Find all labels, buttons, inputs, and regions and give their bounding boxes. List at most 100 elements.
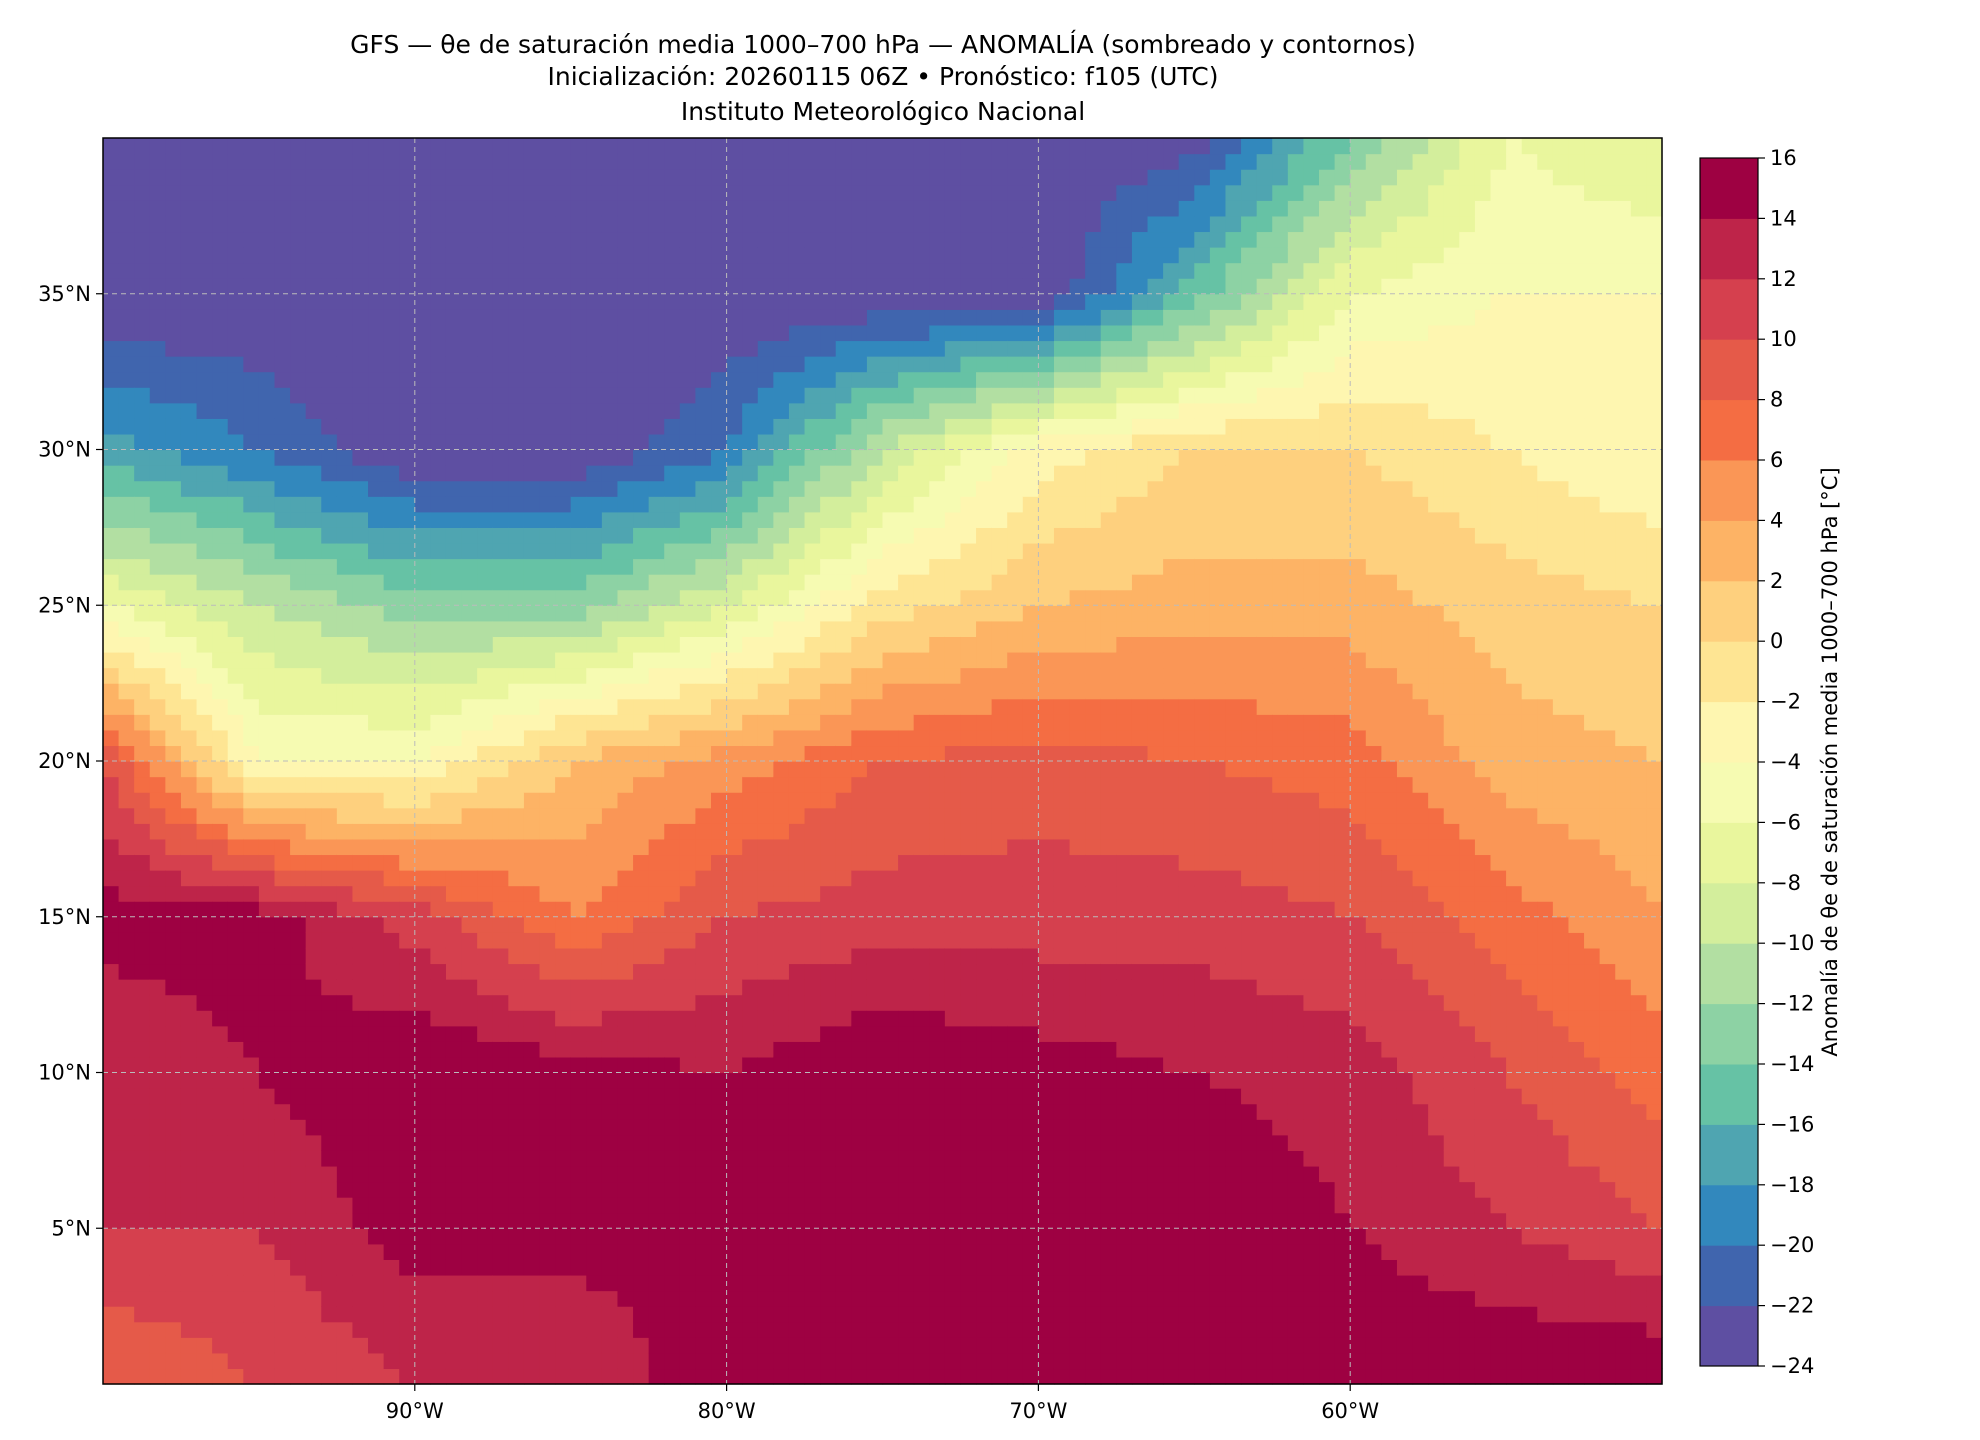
heatmap-cell xyxy=(180,605,198,622)
heatmap-cell xyxy=(227,1197,244,1214)
heatmap-cell xyxy=(196,683,213,700)
heatmap-cell xyxy=(882,776,899,793)
heatmap-cell xyxy=(820,620,837,637)
heatmap-cell xyxy=(414,1352,431,1370)
heatmap-cell xyxy=(149,1228,166,1245)
heatmap-cell xyxy=(866,807,884,824)
heatmap-cell xyxy=(1053,651,1071,669)
heatmap-cell xyxy=(929,698,946,715)
heatmap-cell xyxy=(851,729,868,747)
heatmap-cell xyxy=(1053,1041,1071,1058)
heatmap-cell xyxy=(180,761,198,778)
heatmap-cell xyxy=(898,947,915,965)
heatmap-cell xyxy=(648,761,665,778)
heatmap-cell xyxy=(804,932,821,949)
heatmap-cell xyxy=(508,1274,525,1292)
heatmap-cell xyxy=(414,1290,431,1307)
heatmap-cell xyxy=(1053,1321,1071,1338)
heatmap-cell xyxy=(290,153,307,170)
heatmap-cell xyxy=(227,1243,244,1260)
heatmap-cell xyxy=(991,1228,1008,1245)
heatmap-cell xyxy=(212,465,229,482)
heatmap-cell xyxy=(399,745,416,762)
heatmap-cell xyxy=(352,916,369,933)
heatmap-cell xyxy=(804,278,821,295)
heatmap-cell xyxy=(321,387,338,404)
heatmap-cell xyxy=(1007,153,1024,170)
heatmap-cell xyxy=(757,947,774,965)
heatmap-cell xyxy=(461,496,478,513)
heatmap-cell xyxy=(773,1290,790,1307)
heatmap-cell xyxy=(601,1352,619,1370)
heatmap-cell xyxy=(991,574,1008,591)
heatmap-cell xyxy=(492,1274,509,1292)
heatmap-cell xyxy=(555,169,572,186)
heatmap-cell xyxy=(851,1181,868,1198)
heatmap-cell xyxy=(1069,916,1086,933)
heatmap-cell xyxy=(804,402,821,419)
heatmap-cell xyxy=(679,449,697,466)
heatmap-cell xyxy=(305,916,322,933)
heatmap-cell xyxy=(898,885,915,902)
heatmap-cell xyxy=(336,1025,354,1042)
heatmap-cell xyxy=(368,807,385,824)
heatmap-cell xyxy=(742,371,759,388)
heatmap-cell xyxy=(461,963,478,980)
heatmap-cell xyxy=(679,511,697,528)
heatmap-cell xyxy=(492,1212,509,1229)
heatmap-cell xyxy=(321,1197,338,1214)
heatmap-cell xyxy=(492,1041,509,1058)
heatmap-cell xyxy=(976,371,993,388)
heatmap-cell xyxy=(835,698,852,715)
heatmap-cell xyxy=(555,683,572,700)
heatmap-cell xyxy=(445,823,463,840)
heatmap-cell xyxy=(679,1181,697,1198)
heatmap-cell xyxy=(118,387,135,404)
heatmap-cell xyxy=(1053,636,1071,653)
heatmap-cell xyxy=(820,1088,837,1105)
heatmap-cell xyxy=(788,480,806,497)
heatmap-cell xyxy=(757,200,774,217)
heatmap-cell xyxy=(227,745,244,762)
heatmap-cell xyxy=(820,465,837,482)
heatmap-cell xyxy=(773,340,790,357)
heatmap-cell xyxy=(539,885,556,902)
heatmap-cell xyxy=(586,371,603,388)
heatmap-cell xyxy=(898,1119,915,1136)
heatmap-cell xyxy=(305,278,322,295)
heatmap-cell xyxy=(383,1119,400,1136)
heatmap-cell xyxy=(290,1072,307,1089)
heatmap-cell xyxy=(414,278,431,295)
heatmap-cell xyxy=(929,1134,946,1151)
heatmap-cell xyxy=(492,1103,509,1120)
heatmap-cell xyxy=(243,1197,260,1214)
heatmap-cell xyxy=(352,885,369,902)
heatmap-cell xyxy=(586,651,603,669)
heatmap-cell xyxy=(1053,371,1071,388)
heatmap-cell xyxy=(570,542,587,560)
heatmap-cell xyxy=(430,1306,447,1323)
heatmap-cell xyxy=(991,1041,1008,1058)
heatmap-cell xyxy=(929,761,946,778)
heatmap-cell xyxy=(305,138,322,155)
heatmap-cell xyxy=(976,1025,993,1042)
heatmap-cell xyxy=(165,433,182,451)
heatmap-cell xyxy=(820,979,837,996)
heatmap-cell xyxy=(368,371,385,388)
heatmap-cell xyxy=(180,511,198,528)
heatmap-cell xyxy=(227,994,244,1011)
heatmap-cell xyxy=(976,1134,993,1151)
heatmap-cell xyxy=(290,138,307,155)
heatmap-cell xyxy=(991,1212,1008,1229)
heatmap-cell xyxy=(882,231,899,248)
heatmap-cell xyxy=(180,1212,198,1229)
heatmap-cell xyxy=(368,1010,385,1027)
heatmap-cell xyxy=(648,1321,665,1338)
heatmap-cell xyxy=(1022,1165,1039,1183)
heatmap-cell xyxy=(539,215,556,233)
heatmap-cell xyxy=(851,496,868,513)
heatmap-cell xyxy=(352,558,369,575)
heatmap-cell xyxy=(835,169,852,186)
heatmap-cell xyxy=(492,1134,509,1151)
heatmap-cell xyxy=(679,963,697,980)
